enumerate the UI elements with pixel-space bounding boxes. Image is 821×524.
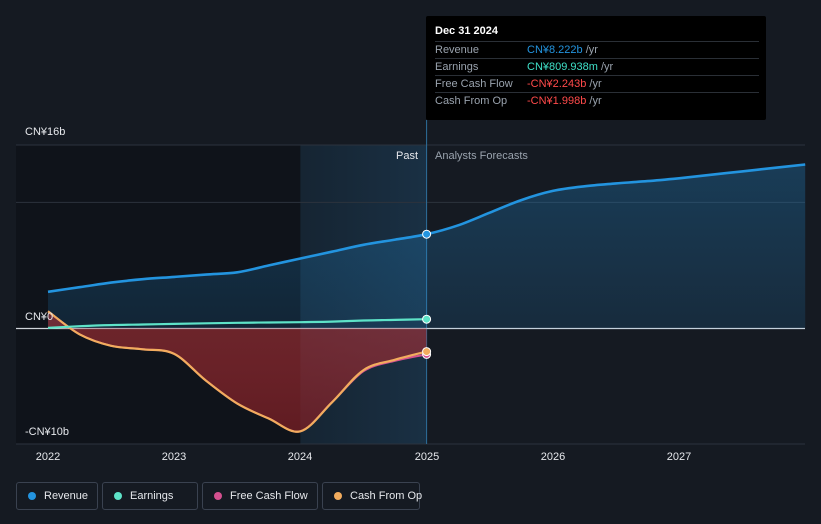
tooltip-date: Dec 31 2024 <box>435 25 498 37</box>
legend-dot-icon <box>28 492 36 500</box>
revenue-marker <box>422 229 432 239</box>
tooltip-value: -CN¥1.998b <box>527 95 587 107</box>
legend-label: Revenue <box>44 490 89 502</box>
tooltip-value: -CN¥2.243b <box>527 78 587 90</box>
legend-item-free-cash-flow[interactable]: Free Cash Flow <box>202 482 318 510</box>
x-tick-label-2027: 2027 <box>666 451 692 463</box>
tooltip-label: Free Cash Flow <box>435 78 513 90</box>
legend-dot-icon <box>334 492 342 500</box>
tooltip-row-earnings: Earnings CN¥809.938m /yr <box>435 58 759 76</box>
tooltip-value-group: CN¥8.222b /yr <box>527 44 598 56</box>
revenue-area <box>48 164 806 329</box>
tooltip-label: Revenue <box>435 44 480 56</box>
tooltip-row-revenue: Revenue CN¥8.222b /yr <box>435 41 759 59</box>
legend-label: Cash From Op <box>350 490 423 502</box>
legend-item-earnings[interactable]: Earnings <box>102 482 198 510</box>
tooltip: Dec 31 2024 Revenue CN¥8.222b /yr Earnin… <box>426 16 766 120</box>
tooltip-row-free-cash-flow: Free Cash Flow -CN¥2.243b /yr <box>435 75 759 93</box>
tooltip-unit: /yr <box>597 61 614 73</box>
tooltip-label: Earnings <box>435 61 479 73</box>
legend-item-cash-from-op[interactable]: Cash From Op <box>322 482 423 510</box>
y-axis-label-top: CN¥16b <box>25 126 66 138</box>
tooltip-label: Cash From Op <box>435 95 508 107</box>
past-region-label: Past <box>396 150 419 162</box>
tooltip-value-group: CN¥809.938m /yr <box>527 61 613 73</box>
x-tick-label-2024: 2024 <box>287 451 313 463</box>
forecast-region-label: Analysts Forecasts <box>435 150 528 162</box>
legend-dot-icon <box>214 492 222 500</box>
chart-canvas <box>16 120 806 445</box>
legend-item-revenue[interactable]: Revenue <box>16 482 98 510</box>
y-axis-label-zero: CN¥0 <box>25 311 54 323</box>
tooltip-value: CN¥8.222b <box>527 44 583 56</box>
tooltip-value-group: -CN¥1.998b /yr <box>527 95 602 107</box>
cash-from-op-line <box>47 310 427 433</box>
tooltip-value: CN¥809.938m <box>527 61 598 73</box>
cash-from-op-marker <box>422 347 432 357</box>
tooltip-unit: /yr <box>582 44 598 56</box>
legend-label: Free Cash Flow <box>230 490 308 502</box>
x-tick-label-2026: 2026 <box>540 451 566 463</box>
tooltip-row-cash-from-op: Cash From Op -CN¥1.998b /yr <box>435 92 759 110</box>
x-tick-label-2023: 2023 <box>161 451 187 463</box>
legend-label: Earnings <box>130 490 174 502</box>
earnings-line <box>47 318 427 329</box>
tooltip-unit: /yr <box>586 78 602 90</box>
tooltip-unit: /yr <box>586 95 602 107</box>
x-tick-label-2022: 2022 <box>35 451 61 463</box>
legend-dot-icon <box>114 492 122 500</box>
earnings-marker <box>422 314 432 324</box>
tooltip-value-group: -CN¥2.243b /yr <box>527 78 602 90</box>
x-tick-label-2025: 2025 <box>414 451 440 463</box>
y-axis-label-bottom: -CN¥10b <box>25 426 70 438</box>
